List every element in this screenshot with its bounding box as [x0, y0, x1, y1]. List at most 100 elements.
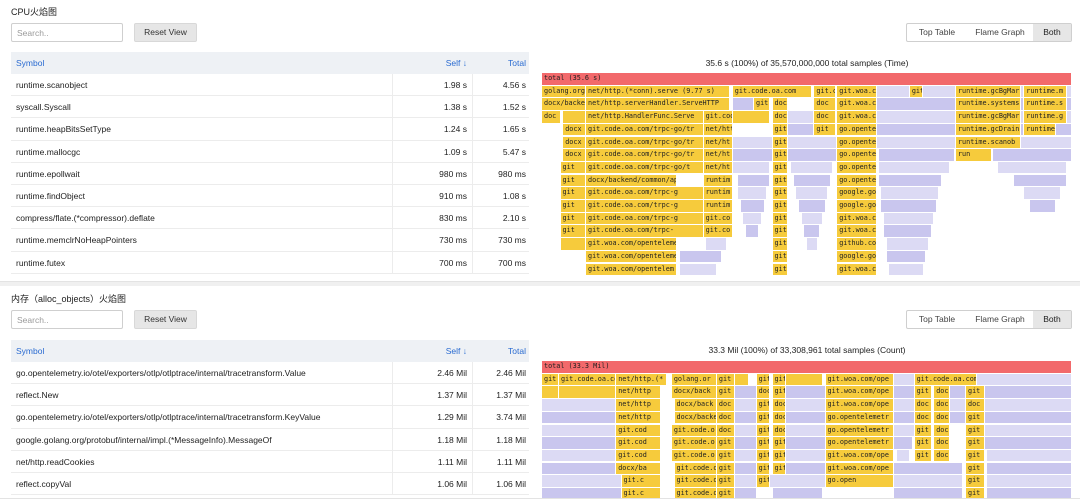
flame-frame[interactable] [772, 488, 822, 498]
table-row[interactable]: reflect.New 1.37 Mil 1.37 Mil [11, 384, 529, 407]
flame-frame[interactable] [793, 174, 830, 187]
total-column-header[interactable]: Total [508, 346, 526, 356]
reset-view-button[interactable]: Reset View [134, 310, 197, 329]
flame-frame[interactable] [894, 411, 914, 424]
flame-frame[interactable] [787, 123, 814, 136]
flame-frame[interactable] [894, 437, 912, 449]
flame-frame[interactable] [984, 437, 1071, 449]
flame-frame[interactable]: git [909, 85, 922, 98]
flame-frame[interactable]: net/http [616, 411, 661, 424]
flame-frame[interactable]: git. [754, 98, 769, 110]
flame-frame[interactable] [560, 238, 585, 250]
flame-frame[interactable] [1066, 85, 1071, 98]
table-row[interactable]: runtime.futex 700 ms 700 ms [11, 251, 529, 274]
flame-frame[interactable]: git.cod [703, 111, 732, 123]
flame-frame[interactable]: git [560, 161, 585, 174]
flame-frame[interactable] [706, 238, 727, 250]
flame-frame[interactable] [735, 462, 756, 475]
flame-frame[interactable]: net/http.(*conn).serve (9.77 s) [585, 85, 730, 98]
flame-frame[interactable]: golang.or [671, 373, 716, 386]
flame-frame[interactable] [1029, 200, 1056, 212]
flame-frame[interactable] [987, 462, 1071, 475]
flame-frame[interactable]: git [756, 437, 769, 449]
flame-frame[interactable]: git.code.o [671, 449, 716, 462]
flame-frame[interactable]: runtime.gcDrain [955, 123, 1020, 136]
flame-frame[interactable]: git.cod [616, 437, 661, 449]
flame-frame[interactable]: git.woa.com [837, 111, 876, 123]
flame-frame[interactable]: git.woa.com/ope [825, 449, 894, 462]
table-row[interactable]: go.opentelemetry.io/otel/exporters/otlp/… [11, 406, 529, 429]
flame-frame[interactable]: git.code.o [674, 488, 716, 498]
flame-frame[interactable]: github.co [837, 238, 876, 250]
flame-frame[interactable] [1066, 98, 1071, 110]
flame-frame[interactable]: runtim [703, 174, 732, 187]
flame-frame[interactable]: docx/back [674, 399, 716, 411]
flame-frame[interactable] [746, 225, 759, 237]
flame-frame[interactable]: git [772, 200, 787, 212]
flame-frame[interactable] [738, 174, 769, 187]
flame-frame[interactable] [894, 424, 914, 436]
flame-frame[interactable] [894, 475, 963, 487]
flame-frame[interactable]: runtime.systems [955, 98, 1020, 110]
flame-frame[interactable]: docx [563, 149, 585, 161]
flame-frame[interactable]: docx/backe [674, 411, 716, 424]
flame-frame[interactable]: docx [563, 136, 585, 148]
flame-frame[interactable]: git [560, 200, 585, 212]
flame-frame[interactable]: go.opente [837, 161, 876, 174]
flame-frame[interactable]: git.co [703, 212, 732, 225]
flame-frame[interactable]: git [772, 174, 787, 187]
flame-frame[interactable]: git.code.oa.com/trpc-go/t [585, 161, 703, 174]
flame-frame[interactable] [785, 411, 825, 424]
flame-frame[interactable]: git [772, 373, 785, 386]
flame-frame[interactable] [1020, 98, 1024, 110]
flame-frame[interactable]: google.go [837, 187, 876, 199]
flame-frame[interactable]: git.woa.com/ope [825, 462, 894, 475]
tab-flame-graph[interactable]: Flame Graph [975, 27, 1025, 37]
flame-frame[interactable] [950, 399, 965, 411]
flame-frame[interactable]: git.code.o [671, 424, 716, 436]
flame-frame[interactable]: git [772, 123, 787, 136]
flame-frame[interactable]: git [772, 238, 787, 250]
flame-frame[interactable] [886, 238, 928, 250]
flame-frame[interactable]: git [772, 462, 785, 475]
flame-frame[interactable] [876, 123, 955, 136]
flame-frame[interactable]: git.code.oa.com/trpc- [585, 225, 703, 237]
total-column-header[interactable]: Total [508, 58, 526, 68]
flame-frame[interactable]: runtime.m [1024, 85, 1066, 98]
flame-frame[interactable] [787, 136, 837, 148]
flame-frame[interactable]: net/http.serverHandler.ServeHTTP [585, 98, 730, 110]
flame-frame[interactable] [878, 161, 950, 174]
flame-frame[interactable]: git [772, 386, 785, 398]
flame-frame[interactable] [735, 475, 756, 487]
flame-frame[interactable]: git [716, 462, 735, 475]
flame-frame[interactable] [950, 386, 965, 398]
flame-frame[interactable]: doc [716, 399, 735, 411]
flame-frame[interactable] [735, 488, 756, 498]
flame-frame[interactable]: doc [772, 424, 785, 436]
flame-frame[interactable] [785, 424, 825, 436]
flame-frame[interactable]: git [966, 437, 984, 449]
flame-frame[interactable]: doc [914, 411, 931, 424]
flame-frame[interactable]: git.woa.com/ope [825, 373, 894, 386]
flame-frame[interactable]: docx/ba [616, 462, 661, 475]
flame-frame[interactable]: git [772, 225, 787, 237]
flame-frame[interactable]: git [716, 475, 735, 487]
flame-frame[interactable] [542, 411, 616, 424]
flame-frame[interactable]: git [756, 373, 769, 386]
flame-frame[interactable]: net/ht [703, 161, 732, 174]
flame-frame[interactable]: git.woa.c [837, 263, 876, 275]
flame-frame[interactable]: git [772, 449, 785, 462]
flame-frame[interactable] [542, 449, 616, 462]
flame-frame[interactable] [881, 200, 936, 212]
symbol-column-header[interactable]: Symbol [16, 58, 45, 68]
flame-frame[interactable] [804, 225, 820, 237]
table-row[interactable]: runtime.scanobject 1.98 s 4.56 s [11, 74, 529, 97]
flame-frame[interactable]: git [560, 212, 585, 225]
flame-frame[interactable] [987, 488, 1071, 498]
flame-frame[interactable]: git [756, 424, 769, 436]
flame-frame[interactable] [984, 399, 1071, 411]
flame-frame[interactable]: git.woa.com/openteleme [585, 238, 677, 250]
flame-frame[interactable] [897, 449, 910, 462]
flame-frame[interactable] [894, 462, 963, 475]
table-row[interactable]: runtime.epollwait 980 ms 980 ms [11, 162, 529, 185]
